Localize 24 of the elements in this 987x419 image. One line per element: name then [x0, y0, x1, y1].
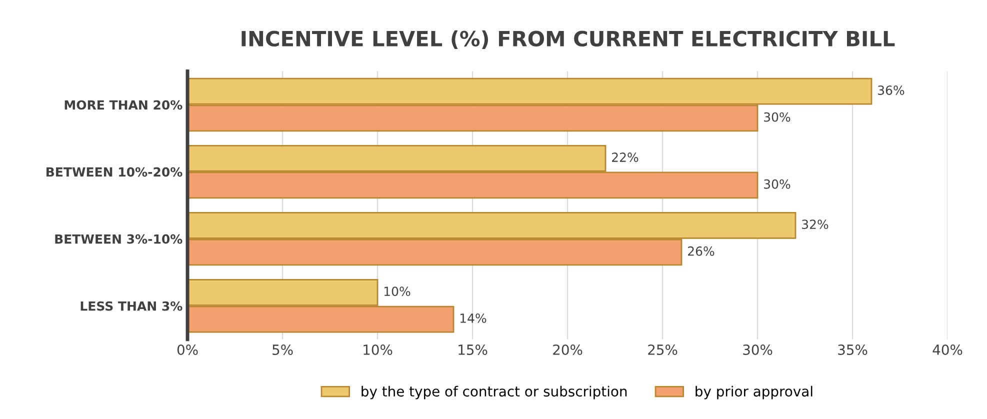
legend-label: by prior approval [696, 386, 812, 400]
legend-label: by the type of contract or subscription [362, 386, 627, 400]
chart-title: INCENTIVE LEVEL (%) FROM CURRENT ELECTRICITY BILL [242, 30, 895, 49]
data-label: 30% [764, 112, 790, 122]
data-label: 26% [688, 246, 714, 256]
x-tick-label: 40% [932, 344, 962, 355]
x-tick-label: 25% [648, 344, 678, 355]
x-tick-label: 5% [272, 344, 293, 355]
y-tick-label: MORE THAN 20% [64, 100, 182, 110]
data-label: 22% [612, 152, 638, 162]
data-label: 32% [802, 220, 828, 230]
x-tick-label: 20% [553, 344, 582, 355]
data-label: 14% [460, 313, 486, 323]
y-tick-label: BETWEEN 10%-20% [46, 167, 182, 177]
x-tick-label: 0% [177, 344, 198, 355]
y-tick-label: BETWEEN 3%-10% [55, 234, 182, 244]
data-label: 10% [384, 286, 410, 296]
y-tick-label: LESS THAN 3% [80, 301, 182, 311]
data-label: 36% [878, 86, 904, 95]
x-tick-label: 10% [364, 344, 392, 355]
x-tick-label: 30% [743, 344, 772, 355]
x-tick-label: 35% [838, 344, 868, 355]
x-tick-label: 15% [458, 344, 488, 355]
data-label: 30% [764, 179, 790, 189]
